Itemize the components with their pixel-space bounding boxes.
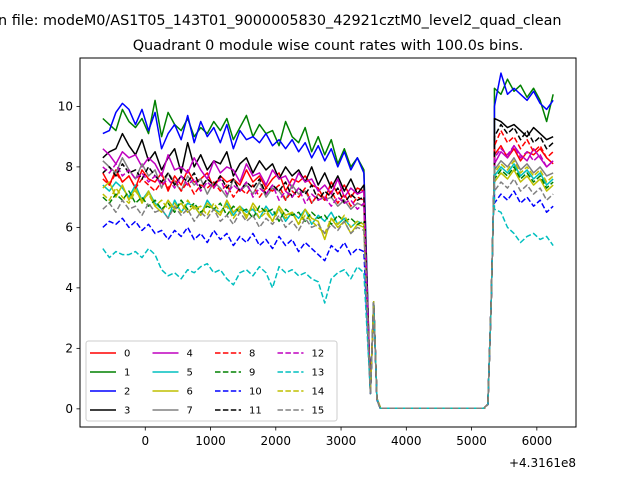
- legend-label-14: 14: [312, 387, 325, 398]
- legend-box: [85, 340, 338, 422]
- x-tick-label: 3000: [326, 434, 357, 448]
- x-axis: 0 1000 2000 3000 4000 5000 6000: [141, 427, 552, 448]
- y-tick-label: 0: [65, 402, 73, 416]
- legend-label-4: 4: [187, 349, 193, 360]
- legend-label-9: 9: [249, 368, 255, 379]
- y-axis: 0 2 4 6 8 10: [58, 100, 80, 416]
- x-tick-label: 6000: [522, 434, 553, 448]
- y-tick-label: 6: [65, 221, 73, 235]
- y-tick-label: 10: [58, 100, 73, 114]
- x-tick-label: 5000: [456, 434, 487, 448]
- legend-label-12: 12: [312, 349, 325, 360]
- legend-label-3: 3: [124, 406, 130, 417]
- series-line-13: [102, 166, 554, 409]
- y-tick-label: 8: [65, 160, 73, 174]
- x-tick-label: 4000: [391, 434, 422, 448]
- y-tick-label: 2: [65, 342, 73, 356]
- legend-label-1: 1: [124, 368, 130, 379]
- series-line-14: [102, 160, 554, 409]
- legend-label-0: 0: [124, 349, 130, 360]
- x-tick-label: 1000: [195, 434, 226, 448]
- legend-label-6: 6: [187, 387, 193, 398]
- x-tick-label: 2000: [261, 434, 292, 448]
- legend-label-13: 13: [312, 368, 325, 379]
- chart-title: Quadrant 0 module wise count rates with …: [133, 38, 524, 54]
- legend-label-15: 15: [312, 406, 325, 417]
- figure-suptitle: n file: modeM0/AS1T05_143T01_9000005830_…: [0, 13, 562, 29]
- legend-label-11: 11: [249, 406, 262, 417]
- legend-label-10: 10: [249, 387, 262, 398]
- x-tick-label: 0: [141, 434, 149, 448]
- legend-label-8: 8: [249, 349, 255, 360]
- x-offset-label: +4.3161e8: [509, 456, 576, 470]
- series-line-15: [102, 166, 554, 409]
- plot-frame: [79, 57, 577, 428]
- legend-label-2: 2: [124, 387, 130, 398]
- legend-label-5: 5: [187, 368, 193, 379]
- legend-label-7: 7: [187, 406, 193, 417]
- y-tick-label: 4: [65, 281, 73, 295]
- series-layer: [102, 72, 554, 409]
